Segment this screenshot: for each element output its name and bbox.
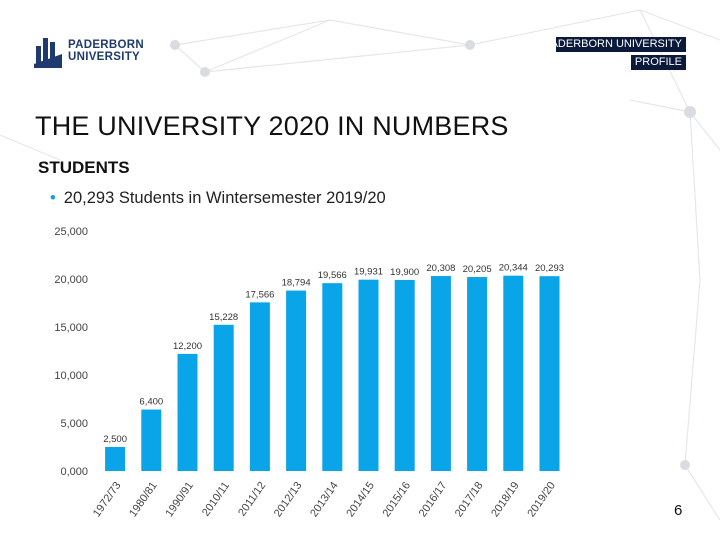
bar-value-label: 19,931 xyxy=(354,267,383,278)
x-tick-label: 1980/81 xyxy=(127,480,160,519)
page-number: 6 xyxy=(674,502,683,519)
y-tick-label: 10,000 xyxy=(54,370,88,382)
bar xyxy=(286,290,307,471)
header-tag-profile: PROFILE xyxy=(630,55,686,70)
bar-value-label: 17,566 xyxy=(245,289,274,300)
bar-value-label: 20,308 xyxy=(426,263,455,274)
x-tick-label: 2011/12 xyxy=(236,480,268,519)
y-tick-label: 15,000 xyxy=(54,322,88,334)
x-tick-label: 1990/91 xyxy=(163,480,196,519)
bar xyxy=(503,275,524,471)
students-bar-chart: 0,000 5,000 10,000 15,000 20,000 25,000 2,500 1… xyxy=(54,226,564,519)
bar-value-label: 19,900 xyxy=(390,267,419,278)
bar-value-label: 15,228 xyxy=(209,312,238,323)
bullet-point: • 20,293 Students in Wintersemester 2019/… xyxy=(50,189,386,208)
x-tick-label: 2015/16 xyxy=(381,480,414,519)
x-tick-label: 2013/14 xyxy=(308,480,341,519)
bar xyxy=(141,409,162,471)
university-logo[interactable]: PADERBORN UNIVERSITY xyxy=(34,34,144,68)
y-tick-label: 5,000 xyxy=(60,418,88,430)
x-tick-label: 2014/15 xyxy=(344,480,377,519)
y-tick-label: 0,000 xyxy=(60,466,88,478)
bar xyxy=(322,283,343,471)
y-tick-label: 25,000 xyxy=(54,226,88,238)
x-tick-label: 2012/13 xyxy=(272,480,305,519)
x-tick-label: 2017/18 xyxy=(453,480,486,519)
logo-wordmark: PADERBORN UNIVERSITY xyxy=(68,39,144,63)
bar-value-label: 2,500 xyxy=(103,434,127,445)
x-tick-label: 2018/19 xyxy=(489,480,522,519)
x-tick-label: 2016/17 xyxy=(417,480,450,519)
x-tick-label: 2010/11 xyxy=(200,480,232,519)
header-tag-university: PADERBORN UNIVERSITY xyxy=(556,37,686,52)
bar xyxy=(177,353,198,471)
bar-value-label: 19,566 xyxy=(318,270,347,281)
bullet-icon: • xyxy=(50,189,56,207)
x-tick-label: 2019/20 xyxy=(525,480,558,519)
university-logo-icon xyxy=(34,38,62,68)
bar-value-label: 12,200 xyxy=(173,341,202,352)
bar-value-label: 20,293 xyxy=(535,263,564,274)
bar xyxy=(394,279,415,471)
bar xyxy=(105,447,126,471)
y-tick-label: 20,000 xyxy=(54,274,88,286)
logo-line-2: UNIVERSITY xyxy=(68,51,141,63)
bar xyxy=(467,277,488,471)
bullet-text: 20,293 Students in Wintersemester 2019/2… xyxy=(63,189,386,207)
bar xyxy=(213,324,234,471)
bar-value-label: 18,794 xyxy=(282,278,311,289)
bar-value-label: 20,205 xyxy=(463,264,492,275)
bar-value-label: 6,400 xyxy=(139,397,163,408)
bar xyxy=(358,279,379,471)
bar xyxy=(539,276,560,471)
logo-line-1: PADERBORN xyxy=(68,39,144,51)
x-tick-label: 1972/73 xyxy=(91,480,124,519)
page-title: THE UNIVERSITY 2020 IN NUMBERS xyxy=(35,111,509,141)
section-subtitle: STUDENTS xyxy=(38,158,130,177)
bar-value-label: 20,344 xyxy=(499,263,528,274)
bar xyxy=(430,276,451,471)
bar xyxy=(249,302,270,471)
